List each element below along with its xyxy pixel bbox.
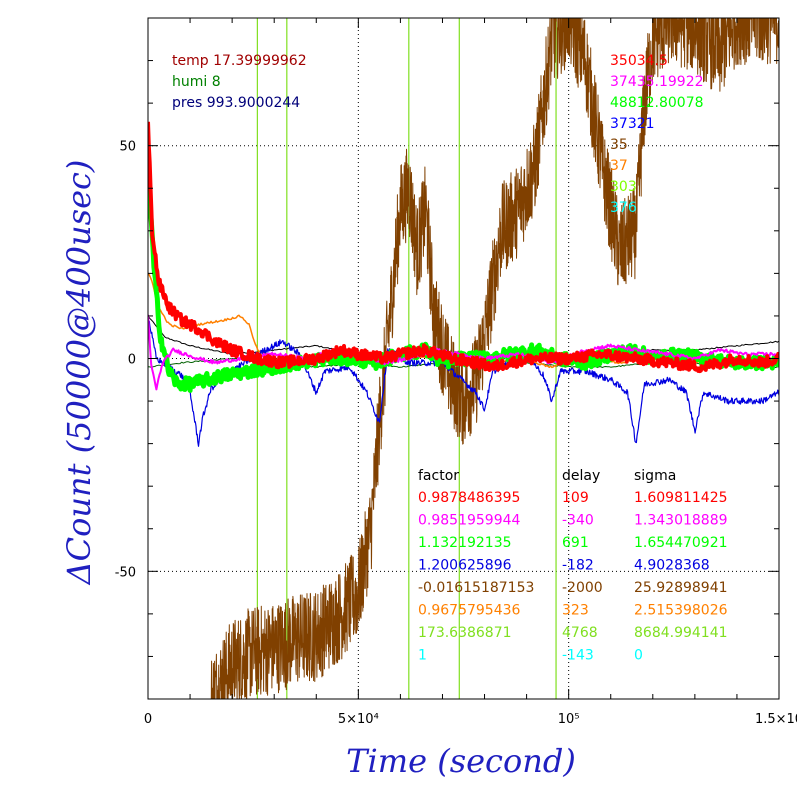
stats-cell: 4.9028368 — [634, 558, 710, 574]
stats-cell: 0.9878486395 — [418, 490, 520, 506]
corner-value: 37321 — [610, 116, 655, 132]
stats-cell: 8684.994141 — [634, 625, 728, 641]
stats-cell: 25.92898941 — [634, 580, 728, 596]
series-line-red — [148, 121, 779, 374]
x-tick-label: 5×10⁴ — [338, 712, 379, 727]
stats-cell: 323 — [562, 603, 589, 619]
stats-cell: 109 — [562, 490, 589, 506]
stats-cell: -2000 — [562, 580, 603, 596]
stats-header: sigma — [634, 468, 676, 484]
corner-value: 376 — [610, 200, 637, 216]
corner-value: 303 — [610, 179, 637, 195]
stats-cell: 1.343018889 — [634, 513, 728, 529]
corner-value: 37435.19922 — [610, 74, 704, 90]
stats-cell: -182 — [562, 558, 594, 574]
stats-table: factor delay sigma 0.9878486395 109 1.6098114… — [418, 468, 728, 664]
y-tick-label: 50 — [119, 140, 136, 155]
corner-value: 35034.5 — [610, 53, 668, 69]
plot-series — [148, 18, 779, 699]
y-tick-label: 0 — [128, 353, 136, 368]
axis-ticks — [147, 17, 780, 700]
stats-cell: 1.609811425 — [634, 490, 728, 506]
corner-value: 35 — [610, 137, 628, 153]
stats-cell: 0 — [634, 648, 643, 664]
stats-cell: 1 — [418, 648, 427, 664]
stats-cell: 2.515398026 — [634, 603, 728, 619]
stats-cell: 4768 — [562, 625, 598, 641]
tick-labels: 0 5×10⁴ 10⁵ 1.5×10 50 0 -50 — [115, 140, 797, 727]
stats-cell: -143 — [562, 648, 594, 664]
stats-cell: 691 — [562, 535, 589, 551]
stats-cell: -0.01615187153 — [418, 580, 534, 596]
stats-cell: -340 — [562, 513, 594, 529]
series-line-brown — [210, 18, 779, 699]
env-legend-item: humi 8 — [172, 74, 221, 90]
env-legend-item: temp 17.39999962 — [172, 53, 307, 69]
corner-value: 37 — [610, 158, 628, 174]
stats-cell: 1.654470921 — [634, 535, 728, 551]
corner-values: 35034.5 37435.19922 48812.80078 37321 35 37 30… — [610, 53, 704, 216]
stats-cell: 1.132192135 — [418, 535, 512, 551]
x-tick-label: 0 — [144, 712, 152, 727]
stats-header: delay — [562, 468, 600, 484]
y-tick-label: -50 — [115, 565, 136, 580]
x-tick-label: 1.5×10 — [755, 712, 797, 727]
y-axis-title: ΔCount (50000@400usec) — [60, 160, 98, 587]
x-tick-label: 10⁵ — [558, 712, 580, 727]
env-legend: temp 17.39999962 humi 8 pres 993.9000244 — [172, 53, 307, 111]
stats-cell: 0.9675795436 — [418, 603, 521, 619]
env-legend-item: pres 993.9000244 — [172, 95, 300, 111]
x-axis-title: Time (second) — [346, 742, 576, 780]
stats-header: factor — [418, 468, 459, 484]
stats-cell: 173.6386871 — [418, 625, 512, 641]
corner-value: 48812.80078 — [610, 95, 704, 111]
stats-cell: 1.200625896 — [418, 558, 512, 574]
stats-cell: 0.9851959944 — [418, 513, 521, 529]
